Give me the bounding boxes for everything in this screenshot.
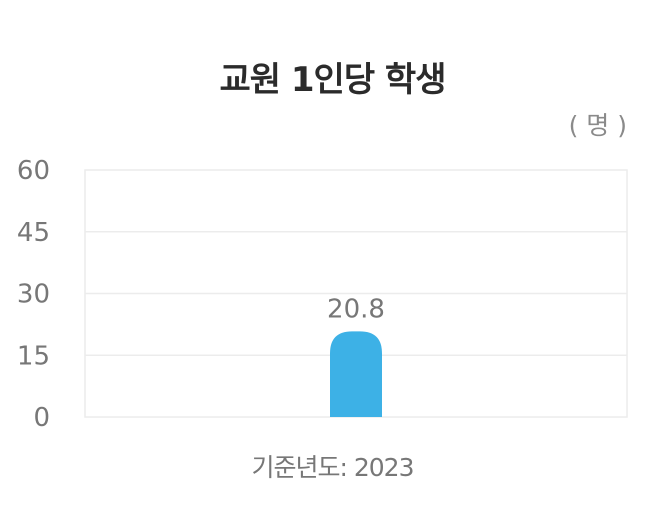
data-labels: 20.8 [327, 294, 385, 324]
unit-label: ( 명 ) [568, 111, 627, 140]
y-tick-label: 60 [17, 156, 50, 186]
chart-title: 교원 1인당 학생 [219, 60, 446, 100]
data-label-2023: 20.8 [327, 294, 385, 324]
y-tick-label: 30 [17, 280, 50, 310]
y-tick-label: 45 [17, 218, 50, 248]
y-tick-label: 0 [33, 403, 50, 433]
bars [330, 331, 382, 417]
base-year-footnote: 기준년도: 2023 [251, 453, 415, 482]
y-axis-tick-labels: 0 15 30 45 60 [17, 156, 50, 433]
bar-2023 [330, 331, 382, 417]
y-tick-label: 15 [17, 341, 50, 371]
